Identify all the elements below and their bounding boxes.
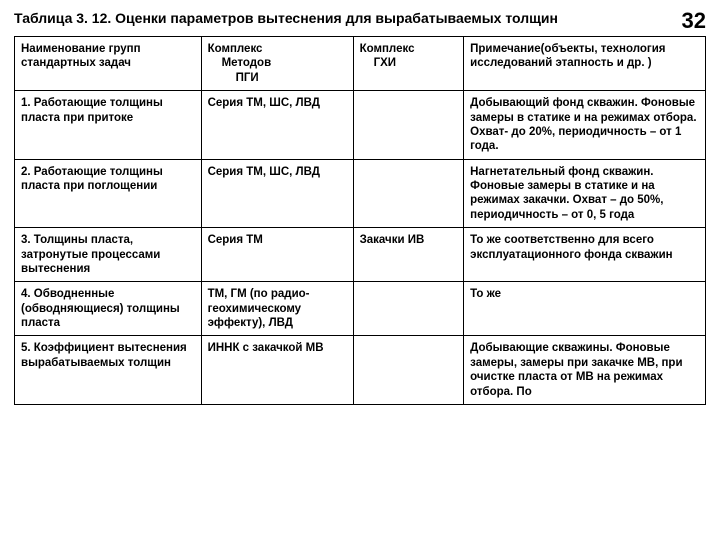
cell-ghi xyxy=(353,336,464,405)
page-number: 32 xyxy=(682,10,706,32)
cell-name: 3. Толщины пласта, затронутые процессами… xyxy=(15,228,202,282)
table-row: 2. Работающие толщины пласта при поглоще… xyxy=(15,159,706,228)
col-header-ghi: Комплекс ГХИ xyxy=(353,37,464,91)
table-title: Таблица 3. 12. Оценки параметров вытесне… xyxy=(14,10,558,26)
col-header-note: Примечание(объекты, технология исследова… xyxy=(464,37,706,91)
table-row: 4. Обводненные (обводняющиеся) толщины п… xyxy=(15,282,706,336)
cell-note: Нагнетательный фонд скважин. Фоновые зам… xyxy=(464,159,706,228)
table-row: 5. Коэффициент вытеснения вырабатываемых… xyxy=(15,336,706,405)
cell-name: 1. Работающие толщины пласта при притоке xyxy=(15,91,202,160)
cell-note: То же соответственно для всего эксплуата… xyxy=(464,228,706,282)
table-header-row: Наименование групп стандартных задач Ком… xyxy=(15,37,706,91)
cell-note: Добывающий фонд скважин. Фоновые замеры … xyxy=(464,91,706,160)
cell-pgi: Серия ТМ, ШС, ЛВД xyxy=(201,91,353,160)
cell-ghi xyxy=(353,91,464,160)
header-row: Таблица 3. 12. Оценки параметров вытесне… xyxy=(14,10,706,32)
col-header-ghi-l2: ГХИ xyxy=(360,56,458,70)
cell-ghi xyxy=(353,159,464,228)
cell-name: 2. Работающие толщины пласта при поглоще… xyxy=(15,159,202,228)
table-row: 1. Работающие толщины пласта при притоке… xyxy=(15,91,706,160)
cell-ghi: Закачки ИВ xyxy=(353,228,464,282)
cell-pgi: Серия ТМ, ШС, ЛВД xyxy=(201,159,353,228)
table-row: 3. Толщины пласта, затронутые процессами… xyxy=(15,228,706,282)
col-header-pgi-l3: ПГИ xyxy=(208,71,347,85)
cell-note: То же xyxy=(464,282,706,336)
cell-pgi: ИННК с закачкой МВ xyxy=(201,336,353,405)
cell-note: Добывающие скважины. Фоновые замеры, зам… xyxy=(464,336,706,405)
data-table: Наименование групп стандартных задач Ком… xyxy=(14,36,706,405)
cell-pgi: ТМ, ГМ (по радио- геохимическому эффекту… xyxy=(201,282,353,336)
col-header-pgi: Комплекс Методов ПГИ xyxy=(201,37,353,91)
col-header-pgi-l1: Комплекс xyxy=(208,43,263,55)
cell-ghi xyxy=(353,282,464,336)
cell-pgi: Серия ТМ xyxy=(201,228,353,282)
col-header-pgi-l2: Методов xyxy=(208,56,347,70)
cell-name: 5. Коэффициент вытеснения вырабатываемых… xyxy=(15,336,202,405)
table-body: 1. Работающие толщины пласта при притоке… xyxy=(15,91,706,405)
cell-name: 4. Обводненные (обводняющиеся) толщины п… xyxy=(15,282,202,336)
col-header-ghi-l1: Комплекс xyxy=(360,43,415,55)
col-header-name: Наименование групп стандартных задач xyxy=(15,37,202,91)
